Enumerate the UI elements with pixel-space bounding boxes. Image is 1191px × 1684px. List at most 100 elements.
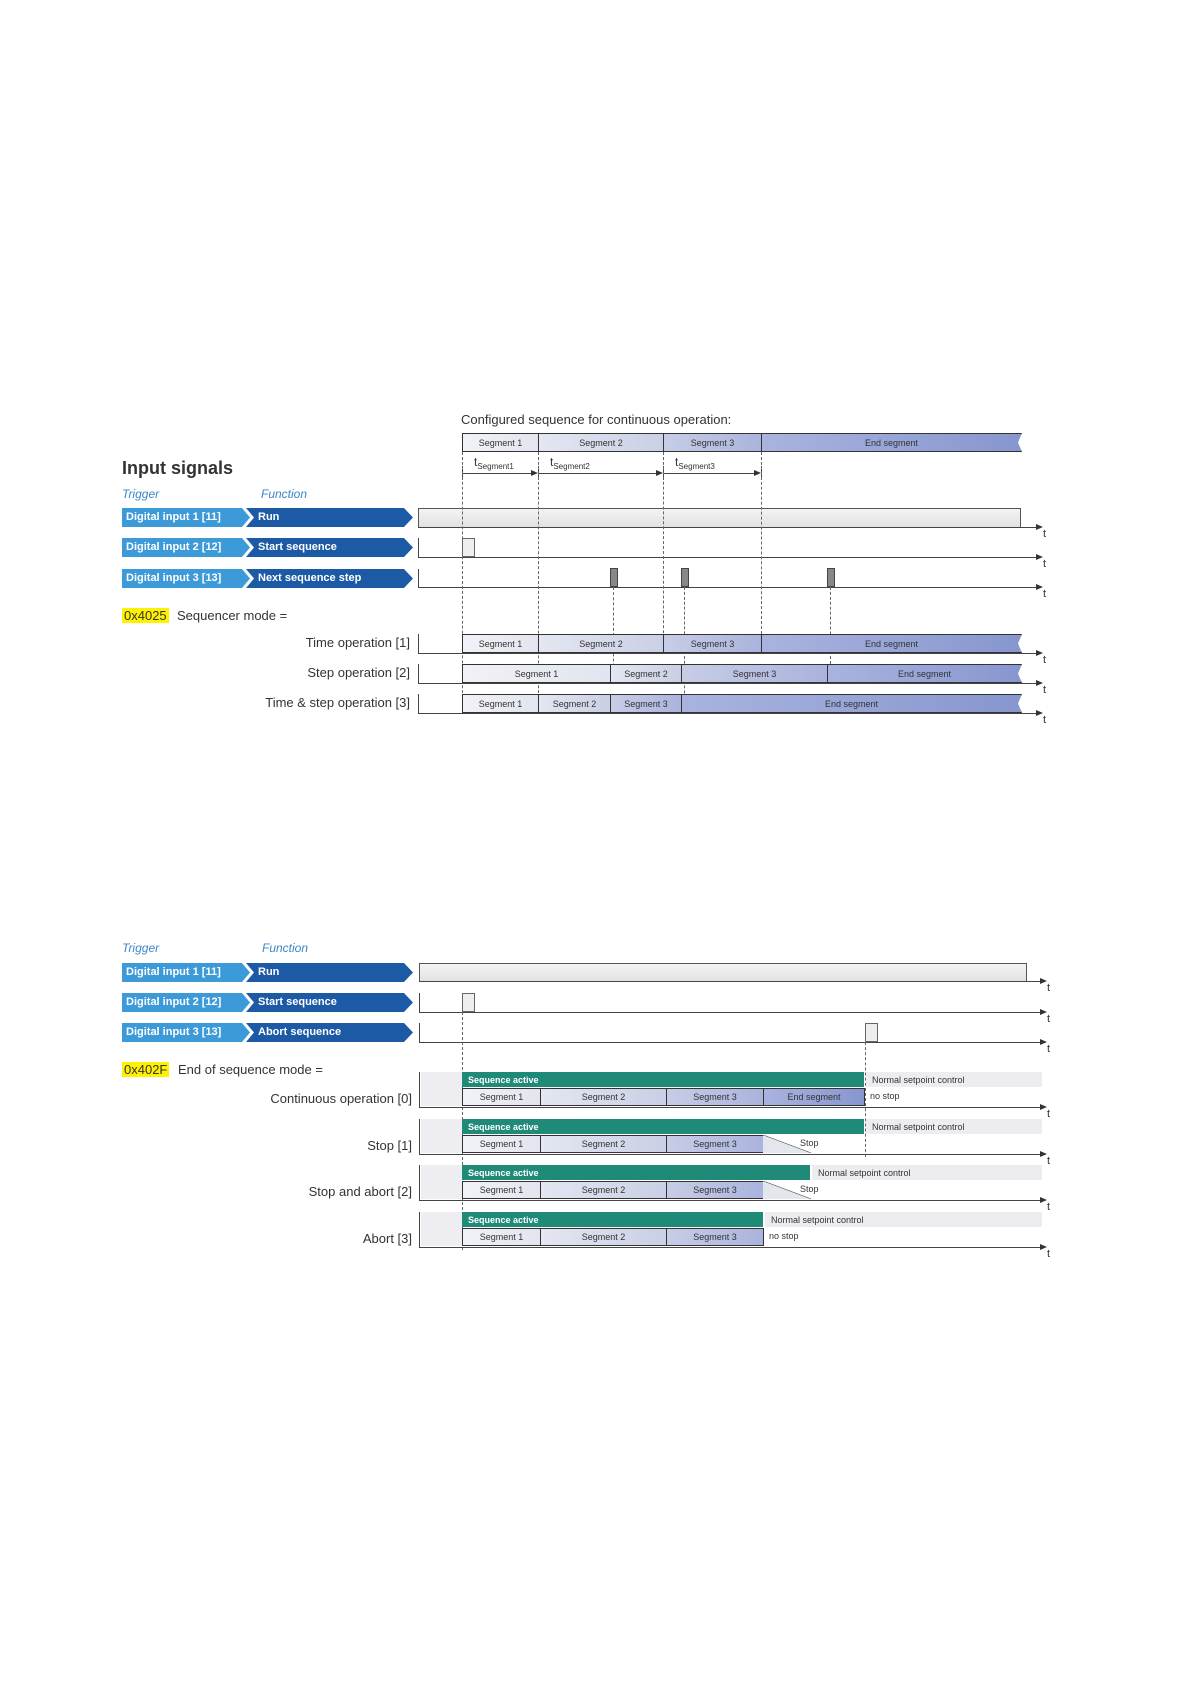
- segment-box: End segment: [827, 664, 1022, 683]
- arrow-head-icon: [1040, 978, 1047, 984]
- arrow-head-icon: [1040, 1104, 1047, 1110]
- time-axis-label: t: [1047, 1043, 1051, 1055]
- time-axis: [419, 1042, 1040, 1043]
- sequence-active-bar: Sequence active: [462, 1212, 763, 1227]
- time-axis-label: t: [1043, 684, 1047, 696]
- segment-box: Segment 3: [610, 694, 682, 713]
- time-axis-label: t: [1047, 1108, 1051, 1120]
- time-axis-label: t: [1043, 654, 1047, 666]
- duration-arrow-line: [462, 473, 532, 474]
- trigger-chevron: Digital input 1 [11]: [122, 508, 250, 527]
- signal-start-tick: [419, 1165, 420, 1200]
- time-axis: [418, 713, 1036, 714]
- dashed-marker-line: [865, 1042, 866, 1157]
- inactive-area: [421, 1072, 462, 1106]
- time-axis-label: t: [1043, 588, 1047, 600]
- segment-box: Segment 2: [540, 1181, 667, 1199]
- segment-box: Segment 3: [666, 1181, 764, 1199]
- parameter-label: Sequencer mode =: [177, 608, 288, 623]
- parameter-code: 0x402F: [122, 1062, 170, 1077]
- time-axis: [419, 1247, 1040, 1248]
- duration-symbol: t: [550, 455, 554, 469]
- arrow-head-icon: [1036, 524, 1043, 530]
- inactive-area: [421, 1212, 462, 1246]
- segment-box: Segment 2: [540, 1088, 667, 1106]
- segment-box: Segment 2: [610, 664, 682, 683]
- arrow-head-icon: [1036, 554, 1043, 560]
- segment-box: Segment 1: [462, 433, 539, 452]
- signal-start-tick: [418, 694, 419, 713]
- arrow-head-icon: [1036, 710, 1043, 716]
- dashed-marker-line: [538, 452, 539, 713]
- segment-box: Segment 1: [462, 1088, 541, 1106]
- time-axis: [419, 1107, 1040, 1108]
- normal-setpoint-bar: Normal setpoint control: [866, 1119, 1042, 1134]
- duration-symbol: t: [675, 455, 679, 469]
- dashed-marker-line: [663, 452, 664, 653]
- stop-label: Stop: [800, 1184, 819, 1194]
- signal-start-tick: [418, 664, 419, 683]
- stop-ramp: [763, 1181, 811, 1199]
- dashed-marker-line: [830, 587, 831, 664]
- arrow-head-icon: [1040, 1039, 1047, 1045]
- function-column-header: Function: [261, 487, 308, 501]
- duration-subscript: Segment2: [553, 462, 590, 472]
- arrow-head-icon: [1036, 650, 1043, 656]
- time-axis-label: t: [1047, 1248, 1051, 1260]
- duration-arrow-line: [538, 473, 657, 474]
- arrow-head-icon: [1040, 1009, 1047, 1015]
- arrow-head-icon: [1036, 584, 1043, 590]
- dashed-marker-line: [761, 452, 762, 634]
- segment-box: Segment 1: [462, 634, 539, 653]
- mode-label: Stop and abort [2]: [308, 1184, 412, 1199]
- normal-setpoint-bar: Normal setpoint control: [812, 1165, 1042, 1180]
- arrow-head-icon: [531, 470, 538, 476]
- parameter-label: End of sequence mode =: [178, 1062, 323, 1077]
- stop-label: Stop: [800, 1138, 819, 1148]
- time-axis: [419, 1200, 1040, 1201]
- segment-box: End segment: [761, 433, 1022, 452]
- function-chevron: Run: [246, 963, 413, 982]
- time-axis: [419, 1012, 1040, 1013]
- arrow-head-icon: [754, 470, 761, 476]
- no-stop-label: no stop: [769, 1231, 799, 1241]
- run-signal-high: [418, 508, 1021, 528]
- function-chevron: Run: [246, 508, 413, 527]
- segment-duration-label: tSegment1: [474, 455, 514, 471]
- mode-label: Time operation [1]: [305, 635, 410, 650]
- time-axis-label: t: [1043, 558, 1047, 570]
- dashed-marker-line: [462, 452, 463, 713]
- start-pulse: [462, 993, 475, 1012]
- segment-box: Segment 1: [462, 664, 611, 683]
- mode-label: Abort [3]: [362, 1231, 412, 1246]
- arrow-head-icon: [1036, 680, 1043, 686]
- time-axis: [418, 653, 1036, 654]
- function-chevron: Next sequence step: [246, 569, 413, 588]
- signal-start-tick: [419, 1023, 420, 1042]
- step-pulse: [827, 568, 835, 587]
- signal-start-tick: [418, 634, 419, 653]
- segment-box: Segment 1: [462, 1181, 541, 1199]
- segment-box: Segment 1: [462, 1228, 541, 1246]
- segment-box: Segment 3: [666, 1135, 764, 1153]
- duration-subscript: Segment3: [678, 462, 715, 472]
- time-axis-label: t: [1047, 1013, 1051, 1025]
- time-axis: [418, 557, 1036, 558]
- signal-start-tick: [419, 1072, 420, 1107]
- segment-box: Segment 3: [663, 634, 762, 653]
- segment-box: Segment 3: [663, 433, 762, 452]
- sequence-active-bar: Sequence active: [462, 1165, 810, 1180]
- step-pulse: [681, 568, 689, 587]
- function-column-header: Function: [262, 941, 309, 955]
- time-axis: [418, 683, 1036, 684]
- segment-box: Segment 2: [538, 433, 664, 452]
- stop-ramp: [763, 1135, 811, 1153]
- segment-duration-label: tSegment3: [675, 455, 715, 471]
- abort-pulse: [865, 1023, 878, 1042]
- segment-box: End segment: [763, 1088, 865, 1106]
- mode-label: Stop [1]: [367, 1138, 412, 1153]
- duration-arrow-line: [663, 473, 755, 474]
- no-stop-label: no stop: [870, 1091, 900, 1101]
- mode-label: Continuous operation [0]: [270, 1091, 412, 1106]
